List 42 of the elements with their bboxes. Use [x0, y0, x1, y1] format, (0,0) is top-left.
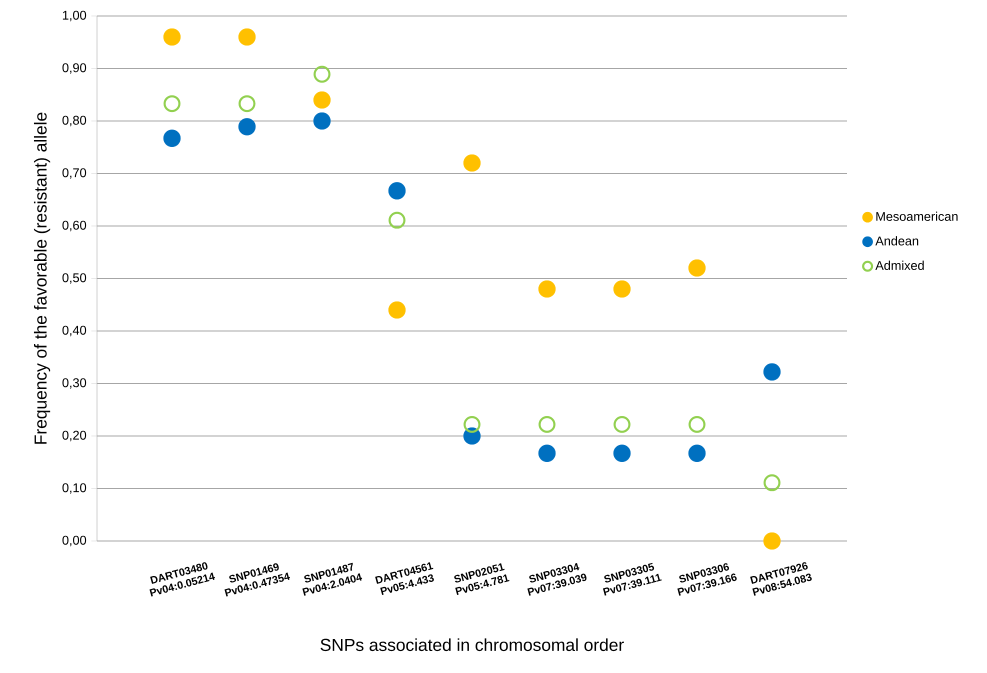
point: [314, 66, 330, 83]
point: [464, 416, 480, 433]
point: [388, 301, 406, 319]
point: [163, 28, 181, 46]
point: [538, 444, 556, 462]
point: [764, 474, 780, 492]
y-tick-label: 0,90: [62, 63, 86, 74]
y-tick-label: 0,60: [62, 220, 86, 232]
point: [238, 118, 256, 136]
y-tick-label: 0,40: [62, 326, 86, 336]
point: [688, 416, 706, 433]
point: [614, 416, 630, 433]
point: [163, 130, 181, 147]
point: [763, 363, 781, 381]
point: [688, 259, 706, 277]
legend-label: Mesoamerican: [876, 212, 958, 221]
point: [688, 444, 706, 462]
y-axis-title: Frequency of the favorable (resistant) allele: [34, 112, 50, 444]
point: [463, 154, 481, 172]
y-tick-label: 0,10: [62, 483, 86, 494]
point: [388, 182, 406, 200]
point: [313, 91, 331, 109]
point: [613, 444, 631, 462]
point: [388, 212, 406, 229]
y-tick-label: 1,00: [62, 10, 86, 22]
point: [238, 28, 256, 46]
point: [313, 112, 331, 130]
legend-label: Andean: [875, 236, 918, 246]
y-tick-label: 0,00: [62, 536, 86, 546]
y-tick-label: 0,30: [62, 378, 86, 389]
y-tick-label: 0,20: [62, 430, 86, 442]
legend-label: Admixed: [875, 260, 924, 270]
y-tick-label: 0,50: [62, 273, 86, 284]
point: [538, 416, 556, 433]
y-tick-label: 0,70: [62, 168, 86, 179]
x-axis-title: SNPs associated in chromosomal order: [320, 638, 624, 652]
point: [164, 95, 180, 112]
point: [238, 95, 256, 112]
point: [613, 280, 631, 298]
point: [538, 280, 556, 298]
point: [763, 532, 781, 550]
y-tick-label: 0,80: [62, 116, 86, 126]
